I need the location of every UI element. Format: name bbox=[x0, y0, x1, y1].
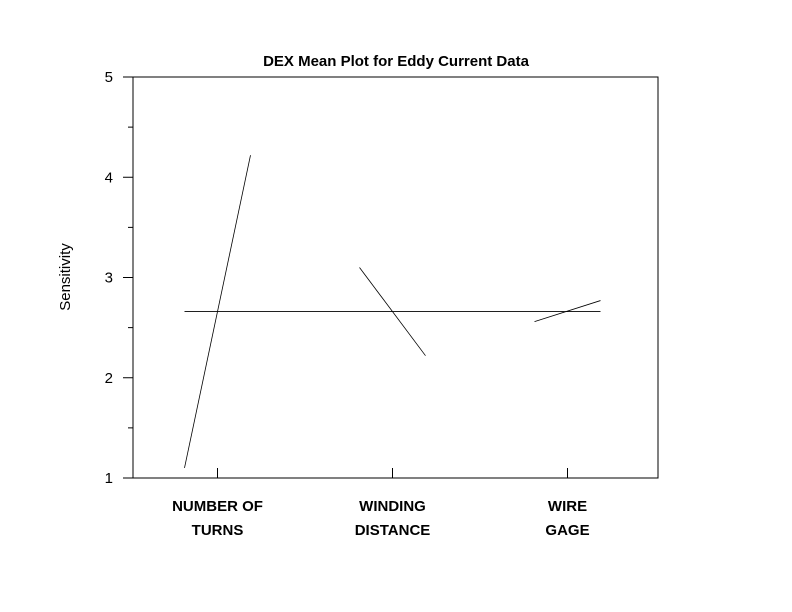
x-category-label: NUMBER OF bbox=[172, 498, 263, 515]
y-axis-label: Sensitivity bbox=[57, 243, 74, 311]
x-category-label: WINDING bbox=[359, 498, 426, 515]
y-tick-label: 3 bbox=[105, 270, 113, 287]
chart-title: DEX Mean Plot for Eddy Current Data bbox=[263, 53, 530, 70]
y-tick-label: 1 bbox=[105, 470, 113, 487]
y-tick-label: 5 bbox=[105, 69, 113, 86]
y-axis: 1 2 3 4 5 bbox=[105, 69, 133, 487]
x-category-label: WIRE bbox=[548, 498, 587, 515]
series-group bbox=[184, 155, 601, 469]
x-axis: NUMBER OF TURNS WINDING DISTANCE WIRE GAGE bbox=[172, 468, 590, 539]
x-category-label: DISTANCE bbox=[355, 522, 431, 539]
factor-mean-line bbox=[534, 300, 601, 322]
plot-frame bbox=[132, 76, 659, 479]
y-tick-label: 4 bbox=[105, 169, 113, 186]
x-category-label: GAGE bbox=[545, 522, 589, 539]
x-category-label: TURNS bbox=[192, 522, 244, 539]
y-tick-label: 2 bbox=[105, 370, 113, 387]
